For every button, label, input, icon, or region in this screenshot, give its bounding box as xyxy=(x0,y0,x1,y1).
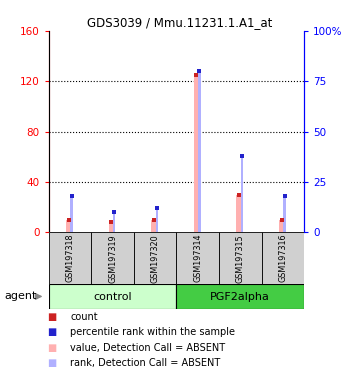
Text: percentile rank within the sample: percentile rank within the sample xyxy=(70,327,235,337)
Bar xyxy=(151,220,156,232)
Bar xyxy=(156,208,158,232)
Bar xyxy=(283,196,286,232)
Text: value, Detection Call = ABSENT: value, Detection Call = ABSENT xyxy=(70,343,225,353)
FancyBboxPatch shape xyxy=(262,232,304,284)
Bar xyxy=(66,220,71,232)
Text: GSM197318: GSM197318 xyxy=(66,234,75,283)
Text: PGF2alpha: PGF2alpha xyxy=(210,291,270,302)
Text: count: count xyxy=(70,312,98,322)
FancyBboxPatch shape xyxy=(49,284,176,309)
FancyBboxPatch shape xyxy=(176,284,304,309)
Text: ■: ■ xyxy=(47,327,56,337)
FancyBboxPatch shape xyxy=(91,232,134,284)
Text: ■: ■ xyxy=(47,343,56,353)
FancyBboxPatch shape xyxy=(49,232,91,284)
Bar xyxy=(198,71,201,232)
FancyBboxPatch shape xyxy=(219,232,262,284)
Text: agent: agent xyxy=(4,291,37,301)
FancyBboxPatch shape xyxy=(176,232,219,284)
Text: rank, Detection Call = ABSENT: rank, Detection Call = ABSENT xyxy=(70,358,220,368)
Bar xyxy=(109,222,114,232)
Text: control: control xyxy=(93,291,132,302)
Text: GSM197315: GSM197315 xyxy=(236,234,245,283)
Text: GSM197319: GSM197319 xyxy=(108,234,117,283)
Text: ■: ■ xyxy=(47,312,56,322)
Bar xyxy=(237,195,242,232)
Bar xyxy=(279,220,284,232)
Text: GDS3039 / Mmu.11231.1.A1_at: GDS3039 / Mmu.11231.1.A1_at xyxy=(87,16,273,29)
Text: GSM197320: GSM197320 xyxy=(150,234,159,283)
Bar xyxy=(194,75,199,232)
Bar xyxy=(70,196,73,232)
Bar xyxy=(241,156,243,232)
Bar xyxy=(113,212,116,232)
Text: GSM197316: GSM197316 xyxy=(278,234,287,283)
FancyBboxPatch shape xyxy=(134,232,176,284)
Text: ■: ■ xyxy=(47,358,56,368)
Text: GSM197314: GSM197314 xyxy=(193,234,202,283)
